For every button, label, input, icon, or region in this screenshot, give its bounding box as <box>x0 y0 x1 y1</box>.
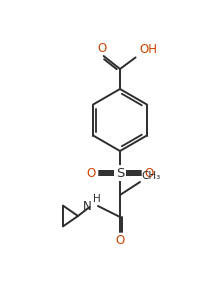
Text: CH₃: CH₃ <box>142 171 161 181</box>
Text: N: N <box>83 200 92 213</box>
Text: H: H <box>93 194 101 204</box>
Text: O: O <box>97 42 106 55</box>
Text: O: O <box>86 167 96 179</box>
Text: O: O <box>144 167 154 179</box>
Text: O: O <box>115 234 125 247</box>
Text: OH: OH <box>139 44 157 57</box>
Text: S: S <box>116 167 124 179</box>
